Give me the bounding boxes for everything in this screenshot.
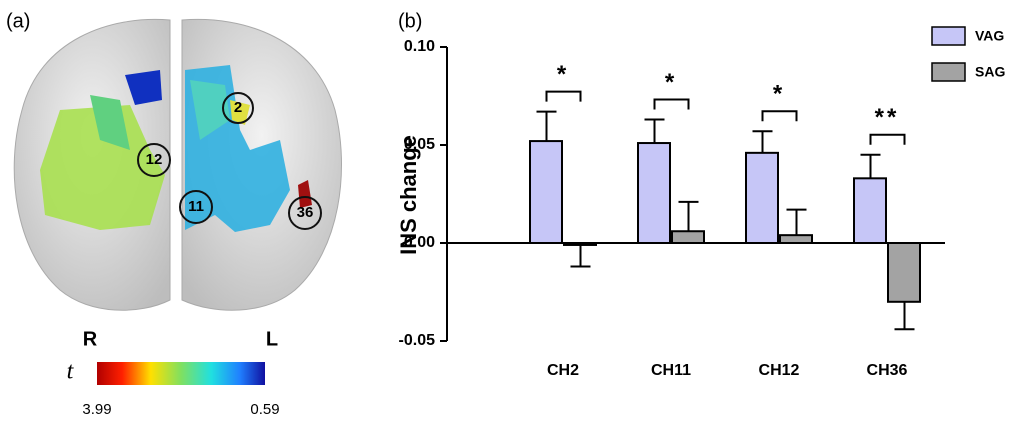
significance-label: *	[557, 61, 569, 88]
colorbar-title: t	[67, 359, 75, 385]
colorbar	[97, 362, 265, 385]
x-tick-label: CH2	[547, 362, 579, 379]
y-axis-label: INS change	[396, 135, 421, 255]
significance-bracket	[545, 90, 582, 102]
channel-circle	[179, 190, 213, 224]
activation-blob	[230, 100, 250, 125]
significance-label: *	[773, 81, 785, 108]
panel-label: (b)	[398, 10, 422, 32]
channel-circle	[288, 196, 322, 230]
legend-swatch	[931, 26, 966, 46]
bar	[529, 140, 563, 244]
channel-label: 36	[297, 204, 314, 221]
activation-blob	[40, 105, 165, 230]
activation-blob	[298, 180, 312, 208]
side-label: R	[83, 328, 98, 350]
colorbar-min: 0.59	[250, 401, 279, 418]
legend-label: VAG	[975, 28, 1004, 44]
y-tick-label: 0.10	[404, 38, 435, 55]
channel-circle	[137, 143, 171, 177]
y-tick-label: 0.05	[404, 136, 435, 153]
bar	[853, 177, 887, 245]
channel-circle	[222, 92, 254, 124]
significance-bracket	[653, 98, 690, 110]
channel-label: 11	[188, 198, 204, 215]
x-tick-label: CH12	[759, 362, 800, 379]
bar	[563, 242, 597, 246]
significance-label: *	[665, 69, 677, 96]
y-tick-label: -0.05	[399, 332, 436, 349]
significance-bracket	[761, 110, 798, 122]
side-label: L	[266, 328, 278, 350]
significance-label: **	[875, 104, 900, 131]
y-tick-label: 0.00	[404, 234, 435, 251]
panel-label: (a)	[6, 10, 30, 32]
brain-panel: (a) 2 12 11 36 R L t 3.99 0.59	[6, 10, 342, 418]
colorbar-max: 3.99	[82, 401, 111, 418]
bar	[637, 142, 671, 244]
channel-label: 2	[234, 99, 242, 116]
significance-bracket	[869, 133, 906, 145]
x-tick-label: CH36	[867, 362, 908, 379]
x-tick-label: CH11	[651, 362, 691, 379]
legend-label: SAG	[975, 64, 1005, 80]
activation-blob	[90, 95, 130, 150]
bar	[745, 151, 779, 244]
bar	[779, 234, 813, 245]
legend-swatch	[931, 62, 966, 82]
bar	[671, 230, 705, 245]
channel-label: 12	[146, 151, 163, 168]
activation-blob	[125, 70, 162, 105]
activation-blob	[190, 80, 230, 140]
bar	[887, 242, 921, 303]
